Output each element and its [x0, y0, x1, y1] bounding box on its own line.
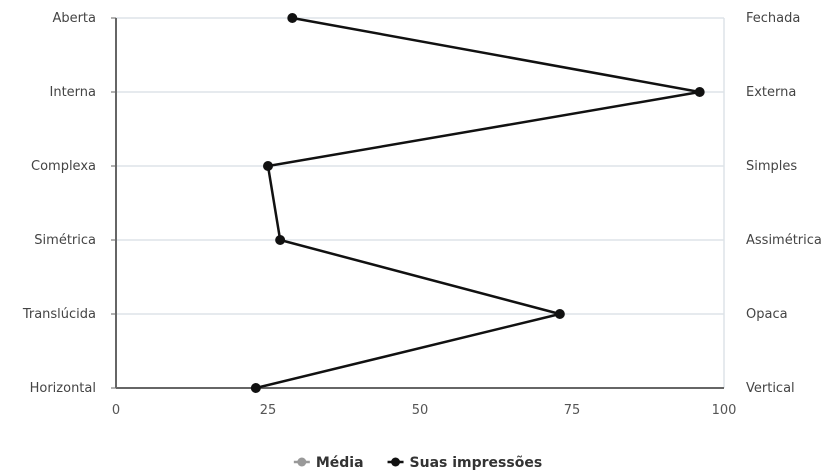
right-category-label: Externa — [746, 85, 796, 100]
legend-item[interactable]: Suas impressões — [387, 455, 543, 470]
x-tick-label: 25 — [260, 403, 277, 418]
right-category-label: Vertical — [746, 381, 795, 396]
series-layer — [250, 13, 705, 393]
axis-layer — [111, 17, 724, 389]
x-tick-label: 0 — [112, 403, 120, 418]
x-tick-label: 50 — [412, 403, 429, 418]
left-category-label: Interna — [50, 85, 97, 100]
legend-label: Suas impressões — [410, 455, 543, 470]
data-point[interactable] — [263, 161, 273, 171]
x-tick-label: 100 — [712, 403, 737, 418]
series-line — [255, 16, 700, 390]
data-point[interactable] — [275, 235, 286, 245]
left-category-label: Simétrica — [34, 233, 96, 248]
x-tick-label: 75 — [564, 403, 581, 418]
legend[interactable]: Média Suas impressões — [293, 455, 543, 470]
left-category-label: Complexa — [31, 159, 96, 174]
data-point[interactable] — [250, 383, 261, 393]
right-category-label: Assimétrica — [746, 233, 822, 248]
right-category-label: Simples — [746, 159, 797, 174]
grid-layer — [116, 17, 725, 388]
legend-item[interactable]: Média — [293, 455, 364, 470]
label-layer: 0 25 50 75 100 Aberta Interna Complexa Simétrica… — [22, 11, 822, 418]
right-category-label: Opaca — [746, 307, 788, 322]
legend-point-marker — [297, 457, 307, 467]
right-category-label: Fechada — [746, 11, 800, 26]
data-point[interactable] — [694, 87, 705, 97]
legend-label: Média — [316, 455, 364, 470]
legend-point-marker — [391, 457, 401, 467]
left-category-label: Horizontal — [30, 381, 96, 396]
data-point[interactable] — [554, 309, 565, 319]
data-point[interactable] — [287, 13, 298, 23]
left-category-label: Aberta — [52, 11, 96, 26]
left-category-label: Translúcida — [22, 307, 96, 322]
